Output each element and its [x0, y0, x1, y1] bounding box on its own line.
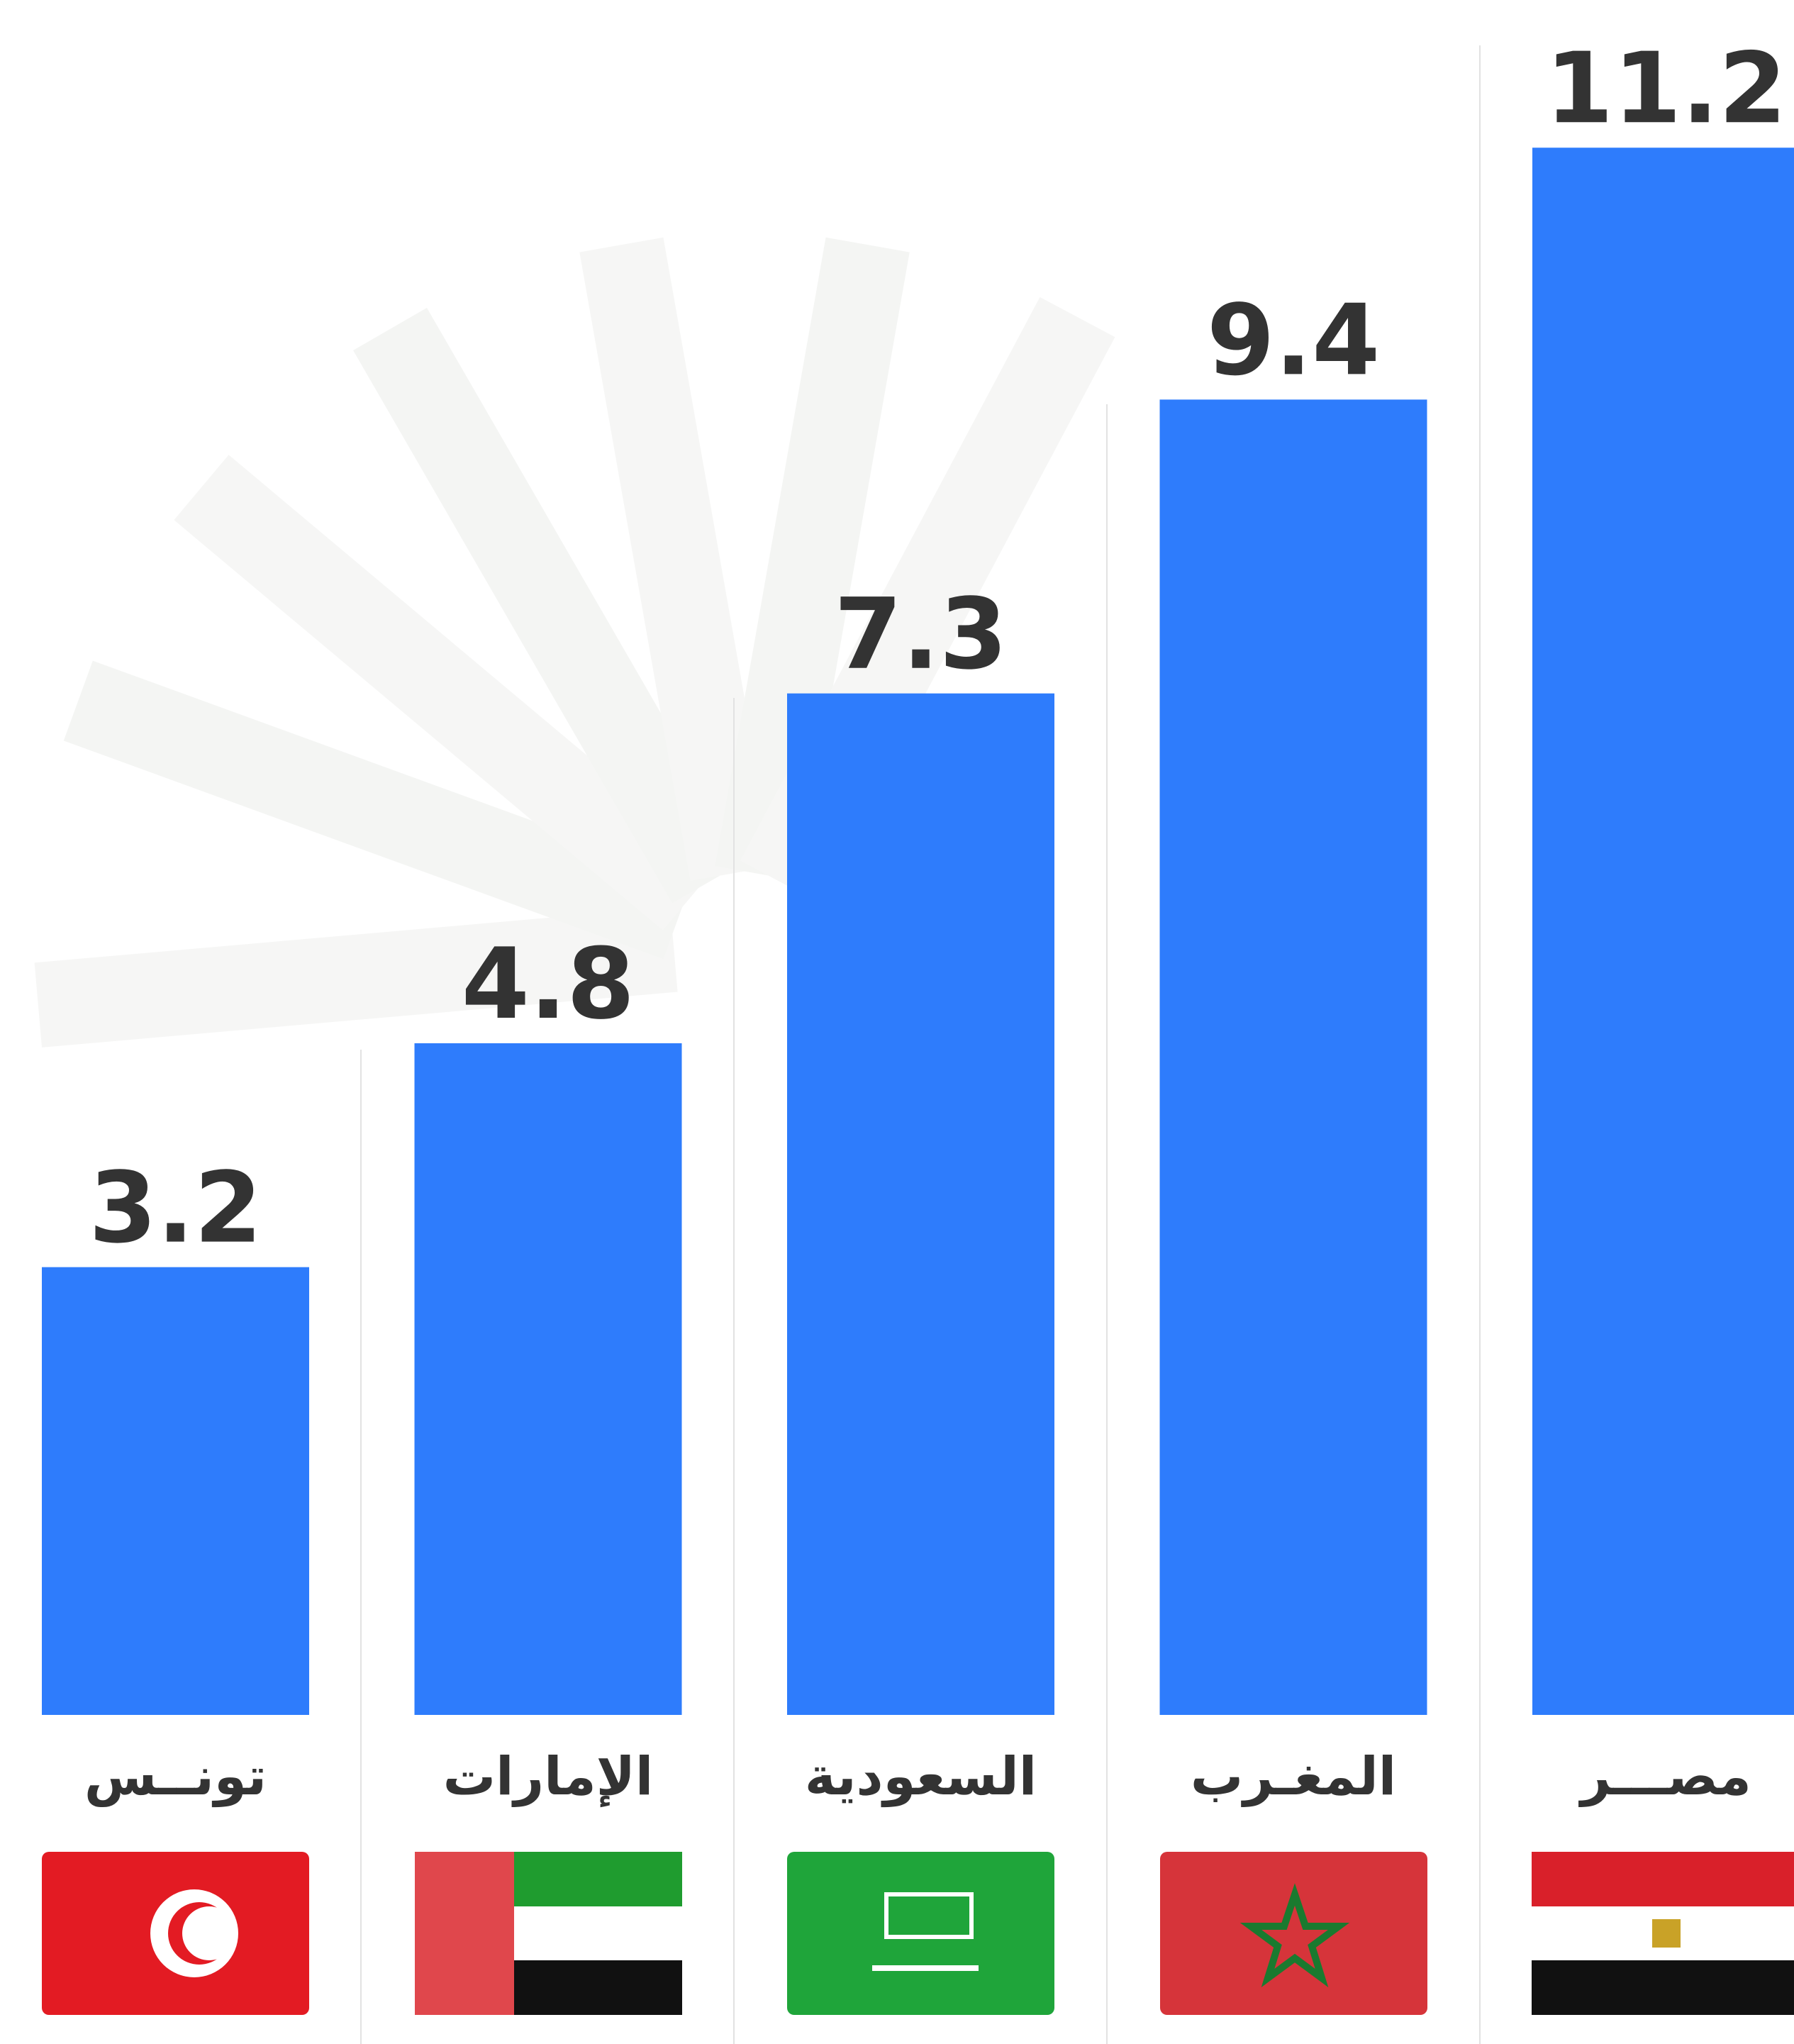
- value-label: 11.2: [1545, 31, 1787, 145]
- bar: [42, 1267, 309, 1715]
- bar: [1160, 399, 1427, 1715]
- flags: [42, 1852, 1794, 2015]
- category-label: السعودية: [805, 1746, 1037, 1808]
- flag-saudi: [787, 1852, 1054, 2015]
- category-label: المغـرب: [1191, 1746, 1396, 1807]
- value-label: 9.4: [1207, 283, 1380, 397]
- bar: [415, 1043, 682, 1715]
- category-label: الإمارات: [443, 1746, 653, 1808]
- bars: 3.2 تونــس 4.8 الإمارات 7.3 السعودية 9.4 المغـر…: [42, 31, 1794, 1808]
- flag-egypt: [1532, 1852, 1794, 2015]
- bar: [1532, 148, 1794, 1715]
- flag-morocco: [1160, 1852, 1427, 2015]
- category-label: تونــس: [84, 1746, 267, 1808]
- chart: 3.2 تونــس 4.8 الإمارات 7.3 السعودية 9.4 المغـر…: [0, 0, 1794, 2044]
- flag-tunisia: [42, 1852, 309, 2015]
- category-label: مصـــر: [1578, 1746, 1751, 1807]
- value-label: 4.8: [462, 927, 635, 1041]
- value-label: 7.3: [834, 577, 1007, 691]
- flag-uae: [415, 1852, 682, 2015]
- value-label: 3.2: [89, 1151, 262, 1265]
- bar: [787, 694, 1054, 1715]
